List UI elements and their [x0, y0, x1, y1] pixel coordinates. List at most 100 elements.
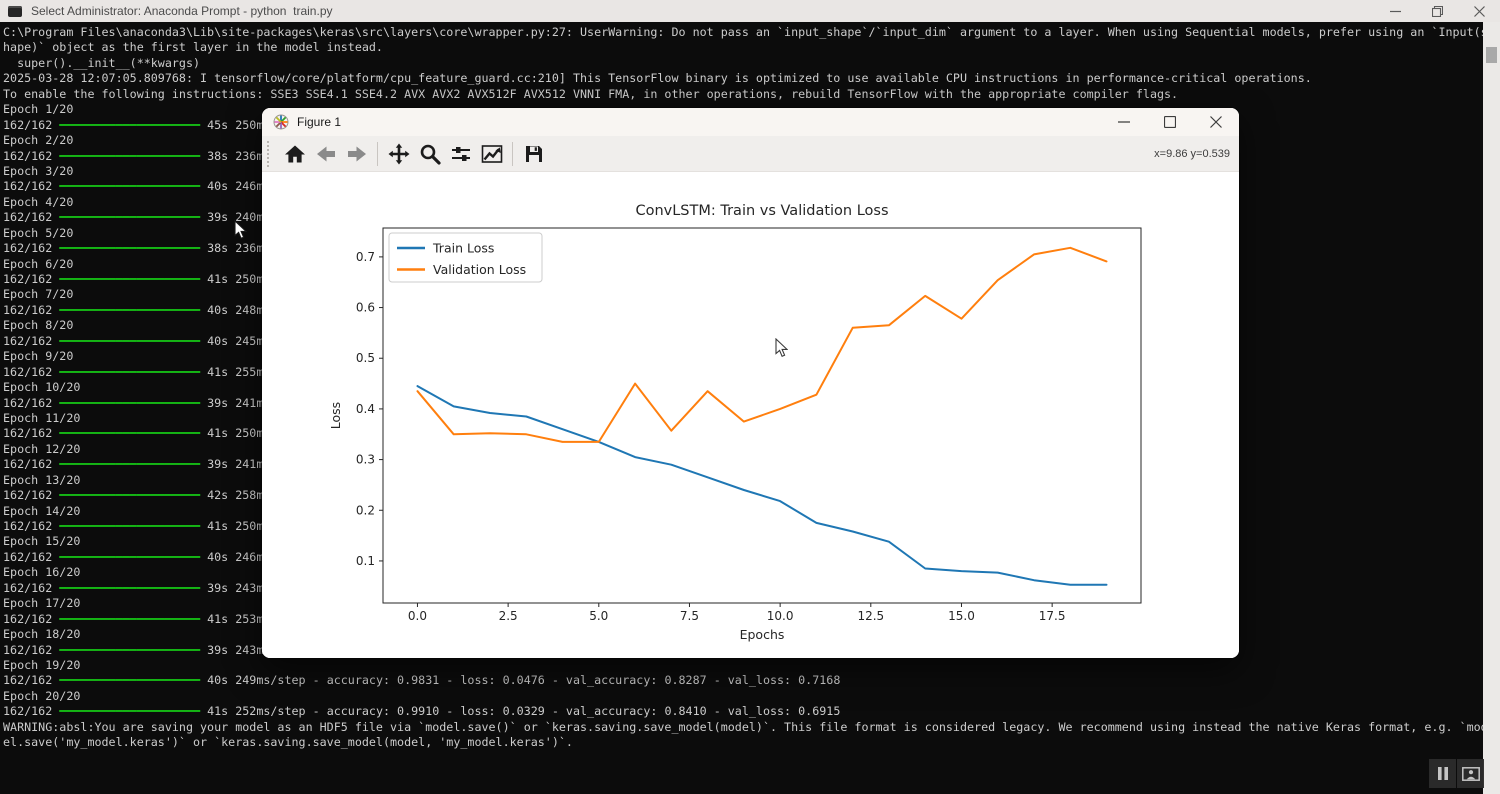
terminal-scrollbar[interactable] — [1483, 22, 1500, 794]
terminal-line: 162/162 ━━━━━━━━━━━━━━━━━━━━ 42s 258m — [3, 488, 264, 503]
terminal-line: Epoch 20/20 — [3, 688, 81, 703]
terminal-line: Epoch 14/20 — [3, 503, 81, 518]
forward-button[interactable] — [341, 139, 372, 169]
pause-button[interactable] — [1429, 759, 1456, 788]
toolbar-separator — [512, 141, 513, 166]
figure-toolbar: x=9.86 y=0.539 — [262, 136, 1239, 172]
terminal-line: 162/162 ━━━━━━━━━━━━━━━━━━━━ 40s 248m — [3, 302, 264, 317]
matplotlib-logo-icon — [273, 114, 289, 130]
customize-button[interactable] — [476, 139, 507, 169]
axes-frame — [382, 227, 1142, 604]
figure-title-bar[interactable]: Figure 1 — [262, 108, 1239, 136]
train-loss-line — [416, 385, 1108, 586]
terminal-line: 162/162 ━━━━━━━━━━━━━━━━━━━━ 38s 236m — [3, 241, 264, 256]
terminal-line: 162/162 ━━━━━━━━━━━━━━━━━━━━ 45s 250m — [3, 117, 264, 132]
terminal-line: 162/162 ━━━━━━━━━━━━━━━━━━━━ 40s 249ms/s… — [3, 673, 841, 688]
legend-entry: Train Loss — [432, 241, 494, 256]
terminal-line: Epoch 6/20 — [3, 256, 74, 271]
terminal-line: 162/162 ━━━━━━━━━━━━━━━━━━━━ 41s 255m — [3, 364, 264, 379]
scrollbar-thumb[interactable] — [1486, 47, 1497, 63]
zoom-to-rect-button[interactable] — [414, 139, 445, 169]
terminal-line: Epoch 4/20 — [3, 194, 74, 209]
save-button[interactable] — [518, 139, 549, 169]
svg-text:0.4: 0.4 — [356, 402, 375, 416]
progress-bar: ━━━━━━━━━━━━━━━━━━━━ — [59, 704, 201, 719]
progress-bar: ━━━━━━━━━━━━━━━━━━━━ — [59, 642, 201, 657]
terminal-restore-button[interactable] — [1416, 0, 1458, 22]
close-icon — [1210, 116, 1222, 128]
terminal-line: Epoch 9/20 — [3, 349, 74, 364]
svg-text:2.5: 2.5 — [499, 609, 518, 623]
svg-text:15.0: 15.0 — [948, 609, 975, 623]
terminal-line: Epoch 16/20 — [3, 565, 81, 580]
svg-text:0.1: 0.1 — [356, 554, 375, 568]
y-axis: 0.1 0.2 0.3 0.4 0.5 0.6 0.7 — [356, 250, 383, 568]
svg-text:12.5: 12.5 — [857, 609, 884, 623]
progress-bar: ━━━━━━━━━━━━━━━━━━━━ — [59, 488, 201, 503]
thumbnail-button[interactable] — [1457, 759, 1484, 788]
console-app-icon — [8, 5, 22, 17]
progress-bar: ━━━━━━━━━━━━━━━━━━━━ — [59, 210, 201, 225]
progress-bar: ━━━━━━━━━━━━━━━━━━━━ — [59, 519, 201, 533]
progress-bar: ━━━━━━━━━━━━━━━━━━━━ — [59, 333, 201, 348]
terminal-line: 162/162 ━━━━━━━━━━━━━━━━━━━━ 39s 241m — [3, 457, 264, 472]
terminal-line: super().__init__(**kwargs) — [3, 55, 201, 70]
progress-bar: ━━━━━━━━━━━━━━━━━━━━ — [59, 580, 201, 595]
figure-canvas[interactable]: ConvLSTM: Train vs Validation Loss Epochs… — [262, 172, 1239, 658]
restore-icon — [1431, 5, 1443, 17]
svg-text:0.0: 0.0 — [408, 609, 427, 623]
progress-bar: ━━━━━━━━━━━━━━━━━━━━ — [59, 364, 201, 379]
terminal-line: Epoch 10/20 — [3, 380, 81, 395]
toolbar-separator — [377, 141, 378, 166]
figure-close-button[interactable] — [1193, 108, 1239, 136]
terminal-line: 162/162 ━━━━━━━━━━━━━━━━━━━━ 41s 250m — [3, 426, 264, 441]
figure-window: Figure 1 — [262, 108, 1239, 658]
progress-bar: ━━━━━━━━━━━━━━━━━━━━ — [59, 673, 201, 688]
svg-text:10.0: 10.0 — [767, 609, 794, 623]
x-axis-label: Epochs — [740, 627, 785, 642]
pan-button[interactable] — [383, 139, 414, 169]
svg-text:5.0: 5.0 — [589, 609, 608, 623]
save-icon — [525, 145, 542, 162]
configure-subplots-button[interactable] — [445, 139, 476, 169]
terminal-close-button[interactable] — [1458, 0, 1500, 22]
terminal-line: 162/162 ━━━━━━━━━━━━━━━━━━━━ 39s 241m — [3, 395, 264, 410]
svg-text:17.5: 17.5 — [1039, 609, 1066, 623]
svg-text:0.3: 0.3 — [356, 453, 375, 467]
progress-bar: ━━━━━━━━━━━━━━━━━━━━ — [59, 302, 201, 317]
terminal-line: Epoch 18/20 — [3, 627, 81, 642]
cursor-readout: x=9.86 y=0.539 — [1154, 147, 1230, 160]
close-icon — [1473, 5, 1485, 17]
terminal-line: 2025-03-28 12:07:05.809768: I tensorflow… — [3, 71, 1312, 86]
back-icon — [316, 146, 335, 161]
terminal-line: To enable the following instructions: SS… — [3, 86, 1179, 101]
terminal-line: Epoch 5/20 — [3, 225, 74, 240]
zoom-to-rect-icon — [420, 144, 441, 165]
terminal-line: C:\Program Files\anaconda3\Lib\site-pack… — [3, 25, 1483, 39]
thumbnail-icon — [1461, 766, 1480, 781]
pause-icon — [1437, 767, 1448, 780]
svg-text:0.7: 0.7 — [356, 250, 375, 264]
loss-chart[interactable]: ConvLSTM: Train vs Validation Loss Epochs… — [262, 172, 1239, 658]
home-button[interactable] — [279, 139, 310, 169]
figure-maximize-button[interactable] — [1147, 108, 1193, 136]
chart-title: ConvLSTM: Train vs Validation Loss — [635, 203, 888, 219]
player-controls — [1428, 759, 1484, 788]
validation-loss-line — [416, 246, 1108, 443]
toolbar-grip[interactable] — [267, 140, 273, 167]
terminal-line: Epoch 2/20 — [3, 133, 74, 148]
progress-bar: ━━━━━━━━━━━━━━━━━━━━ — [59, 395, 201, 410]
maximize-icon — [1164, 116, 1176, 128]
forward-icon — [347, 146, 366, 161]
figure-minimize-button[interactable] — [1101, 108, 1147, 136]
terminal-line: el.save('my_model.keras')` or `keras.sav… — [3, 735, 573, 750]
terminal-title-bar[interactable]: Select Administrator: Anaconda Prompt - … — [0, 0, 1500, 22]
terminal-title: Select Administrator: Anaconda Prompt - … — [31, 4, 333, 18]
customize-icon — [481, 144, 502, 163]
y-axis-label: Loss — [328, 402, 343, 429]
terminal-line: 162/162 ━━━━━━━━━━━━━━━━━━━━ 38s 236m — [3, 148, 264, 163]
back-button[interactable] — [310, 139, 341, 169]
legend-entry: Validation Loss — [433, 262, 526, 277]
terminal-minimize-button[interactable] — [1374, 0, 1416, 22]
